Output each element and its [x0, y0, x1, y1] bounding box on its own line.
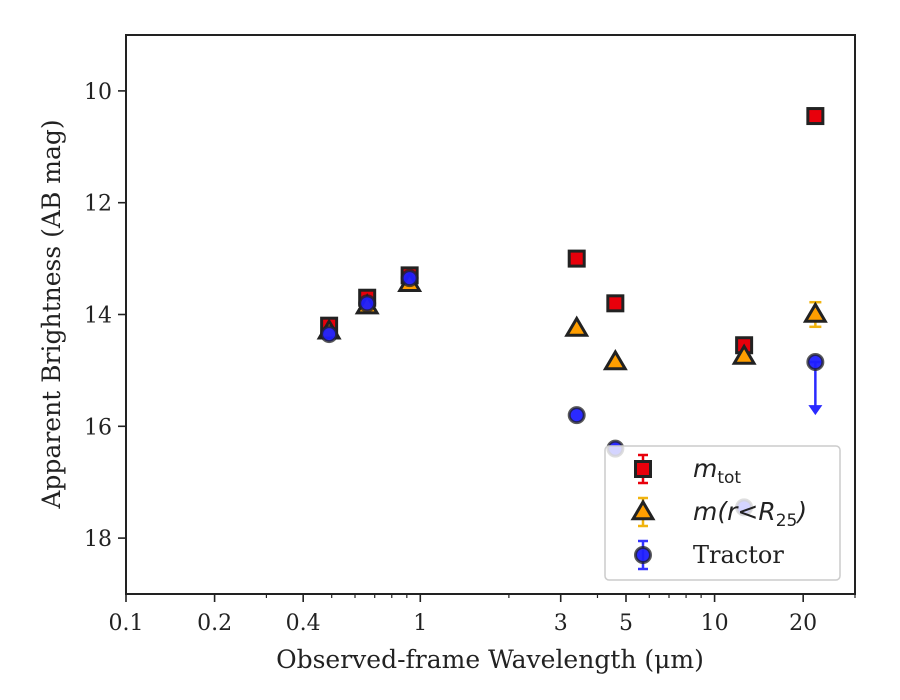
data-point-triangle: [602, 349, 628, 371]
legend-label-suffix: ): [795, 497, 807, 526]
series-circle: [320, 269, 825, 517]
x-tick-label: 0.1: [109, 611, 144, 636]
y-tick-label: 16: [84, 415, 112, 440]
y-tick-label: 12: [84, 192, 112, 217]
x-tick-label: 0.4: [286, 611, 321, 636]
series-triangle: [316, 270, 828, 371]
x-tick-label: 20: [789, 611, 817, 636]
legend-label: m(r<R25): [693, 497, 807, 531]
x-axis-label: Observed-frame Wavelength (μm): [276, 645, 704, 674]
x-tick-label: 5: [619, 611, 633, 636]
data-point-square: [567, 249, 586, 268]
legend-label: Tractor: [693, 541, 784, 569]
legend-label: mtot: [693, 454, 741, 488]
plot-area-frame: [125, 34, 856, 595]
data-point-circle: [358, 294, 377, 313]
data-point-circle: [400, 269, 419, 288]
data-point-circle: [567, 406, 586, 425]
tick-layer: 0.1 0.2 0.4 1 3 5 10 20 10 12 14 16 18: [84, 80, 856, 636]
y-tick-label: 18: [84, 527, 112, 552]
legend-marker-triangle: [630, 499, 656, 521]
legend-label-main: m: [693, 454, 717, 483]
legend-label-subscript: tot: [717, 468, 741, 488]
series-square: [320, 107, 825, 355]
data-point-triangle: [802, 301, 828, 323]
legend-marker-circle: [634, 546, 652, 564]
legend: mtot m(r<R25) Tractor: [604, 445, 841, 581]
x-tick-label: 0.2: [197, 611, 232, 636]
x-tick-label: 10: [701, 611, 729, 636]
data-point-triangle: [564, 315, 590, 337]
data-point-square: [806, 107, 825, 126]
legend-label-main: m(r<R: [693, 497, 776, 526]
data-point-square: [606, 294, 625, 313]
upper-limit-arrow-head: [808, 405, 823, 416]
data-point-circle: [806, 353, 825, 372]
legend-marker-square: [634, 460, 652, 478]
data-layer: [316, 107, 828, 517]
legend-label-subscript: 25: [776, 511, 798, 531]
y-axis-label: Apparent Brightness (AB mag): [37, 119, 66, 509]
y-tick-label: 10: [84, 80, 112, 105]
legend-label-main: Tractor: [693, 541, 784, 569]
y-tick-label: 14: [84, 304, 112, 329]
x-tick-label: 3: [554, 611, 568, 636]
x-tick-label: 1: [413, 611, 427, 636]
data-point-circle: [320, 325, 339, 344]
data-point-triangle: [731, 343, 757, 365]
legend-box: [604, 445, 841, 581]
